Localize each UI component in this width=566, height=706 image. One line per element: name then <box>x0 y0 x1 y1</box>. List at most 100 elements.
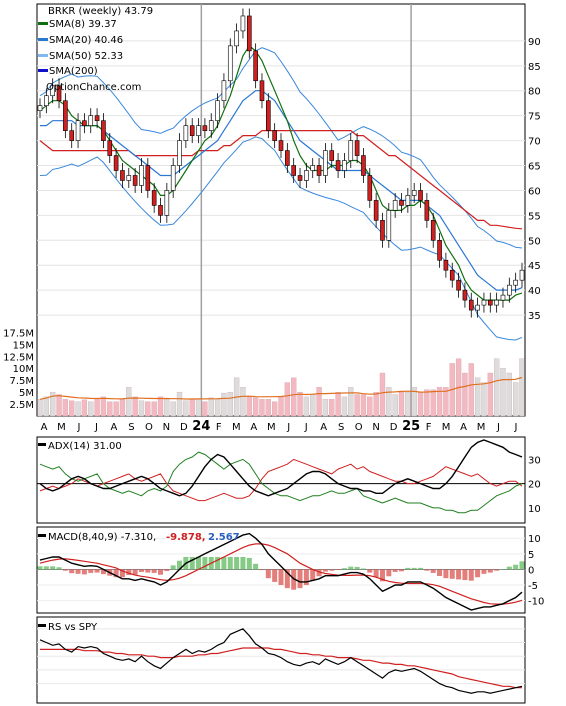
volume-bar <box>303 396 310 417</box>
x-tick-label: F <box>426 422 432 433</box>
volume-bar <box>69 400 75 417</box>
price-tick-label: 60 <box>528 186 541 197</box>
x-tick-label: A <box>460 422 467 433</box>
volume-bar <box>208 397 214 417</box>
volume-bar <box>113 401 119 417</box>
legend-swatch-sma8 <box>38 22 48 25</box>
x-tick-label: D <box>180 422 188 433</box>
candle-body <box>132 175 138 186</box>
candle-body <box>285 150 290 166</box>
macd-histogram-bar <box>348 566 354 570</box>
candle-body <box>88 115 94 126</box>
volume-bar <box>259 399 265 417</box>
candle-body <box>170 165 176 191</box>
volume-bar <box>278 396 284 417</box>
macd-histogram-bar <box>94 569 100 573</box>
candle-body <box>215 100 220 121</box>
macd-tick-label: -10 <box>528 597 544 608</box>
macd-histogram-bar <box>437 569 443 576</box>
candle-body <box>126 175 132 181</box>
macd-panel: 10 5 0 -5 -10 MACD(8,40,9) -7.310, -9.878, 2… <box>36 526 544 614</box>
macd-histogram-bar <box>196 556 202 570</box>
volume-bar <box>157 396 164 417</box>
candle-body <box>253 50 258 82</box>
volume-bar <box>481 382 487 417</box>
volume-bar <box>335 391 341 417</box>
candle-body <box>323 150 328 176</box>
candle-body <box>69 130 75 141</box>
volume-bars <box>37 358 525 417</box>
volume-bar <box>386 387 392 417</box>
volume-bar <box>138 400 145 417</box>
macd-histogram-bar <box>75 569 81 574</box>
candle-body <box>513 279 518 286</box>
volume-bar <box>100 396 107 417</box>
candle-body <box>278 140 284 151</box>
x-tick-label: M <box>232 422 241 433</box>
volume-bar <box>272 401 278 417</box>
macd-histogram-bar <box>475 569 481 578</box>
adx-line <box>39 439 523 497</box>
x-tick-label: N <box>372 422 379 433</box>
volume-bar <box>50 391 56 417</box>
volume-bar <box>145 401 151 417</box>
legend-sma200: SMA(200) <box>49 66 98 77</box>
candle-body <box>348 140 354 161</box>
candle-body <box>177 140 182 166</box>
macd-histogram-bar <box>303 569 309 586</box>
adx-series <box>39 439 523 514</box>
volume-bar <box>468 363 474 417</box>
volume-bar <box>284 382 290 417</box>
macd-histogram-bar <box>215 556 221 570</box>
price-tick-label: 40 <box>528 286 541 297</box>
volume-bar <box>430 389 436 417</box>
macd-histogram-bar <box>272 569 278 582</box>
candle-body <box>145 165 151 191</box>
adx-tick-label: 10 <box>528 504 541 515</box>
macd-histogram-bar <box>487 569 493 573</box>
macd-histogram-bar <box>240 556 246 570</box>
candle-body <box>234 30 239 47</box>
macd-histogram-bar <box>170 565 176 570</box>
price-tick-label: 65 <box>528 162 541 173</box>
macd-histogram-bar <box>56 567 62 570</box>
volume-bar <box>322 399 329 417</box>
candle-body <box>405 195 411 206</box>
macd-histogram-bar <box>506 566 512 570</box>
candle-body <box>468 299 474 311</box>
volume-bar <box>329 399 335 417</box>
macd-histogram-bar <box>367 569 373 573</box>
price-tick-label: 90 <box>528 37 541 48</box>
x-tick-label: M <box>267 422 276 433</box>
macd-histogram-bar <box>291 569 297 590</box>
macd-histogram-bar <box>284 569 290 589</box>
macd-histogram-bar <box>81 569 87 575</box>
candle-body <box>189 125 195 136</box>
macd-histogram-bar <box>138 569 144 572</box>
volume-bar <box>107 401 113 417</box>
candle-body <box>50 85 55 97</box>
adx-tick-label: 20 <box>528 480 541 491</box>
volume-bar <box>43 396 49 417</box>
volume-bar <box>500 368 506 417</box>
watermark: OptionChance.com <box>46 82 141 93</box>
price-y-axis: 90 85 80 75 70 65 60 55 50 45 40 35 <box>528 37 541 322</box>
volume-bar <box>88 401 94 417</box>
rs-line <box>39 628 523 694</box>
x-tick-label: 24 <box>192 419 210 434</box>
volume-tick-label: 2.5M <box>9 400 34 411</box>
volume-bar <box>246 396 252 417</box>
volume-tick-label: 17.5M <box>3 328 34 339</box>
price-tick-label: 50 <box>528 236 541 247</box>
candle-body <box>487 299 493 306</box>
volume-bar <box>506 372 512 417</box>
volume-bar <box>126 387 132 417</box>
sma20-line <box>40 90 523 291</box>
x-tick-label: J <box>304 422 308 433</box>
candle-body <box>392 200 398 211</box>
candle-body <box>304 170 309 181</box>
volume-bar <box>81 399 88 417</box>
candle-body <box>101 120 106 141</box>
macd-histogram-bar <box>37 566 43 570</box>
